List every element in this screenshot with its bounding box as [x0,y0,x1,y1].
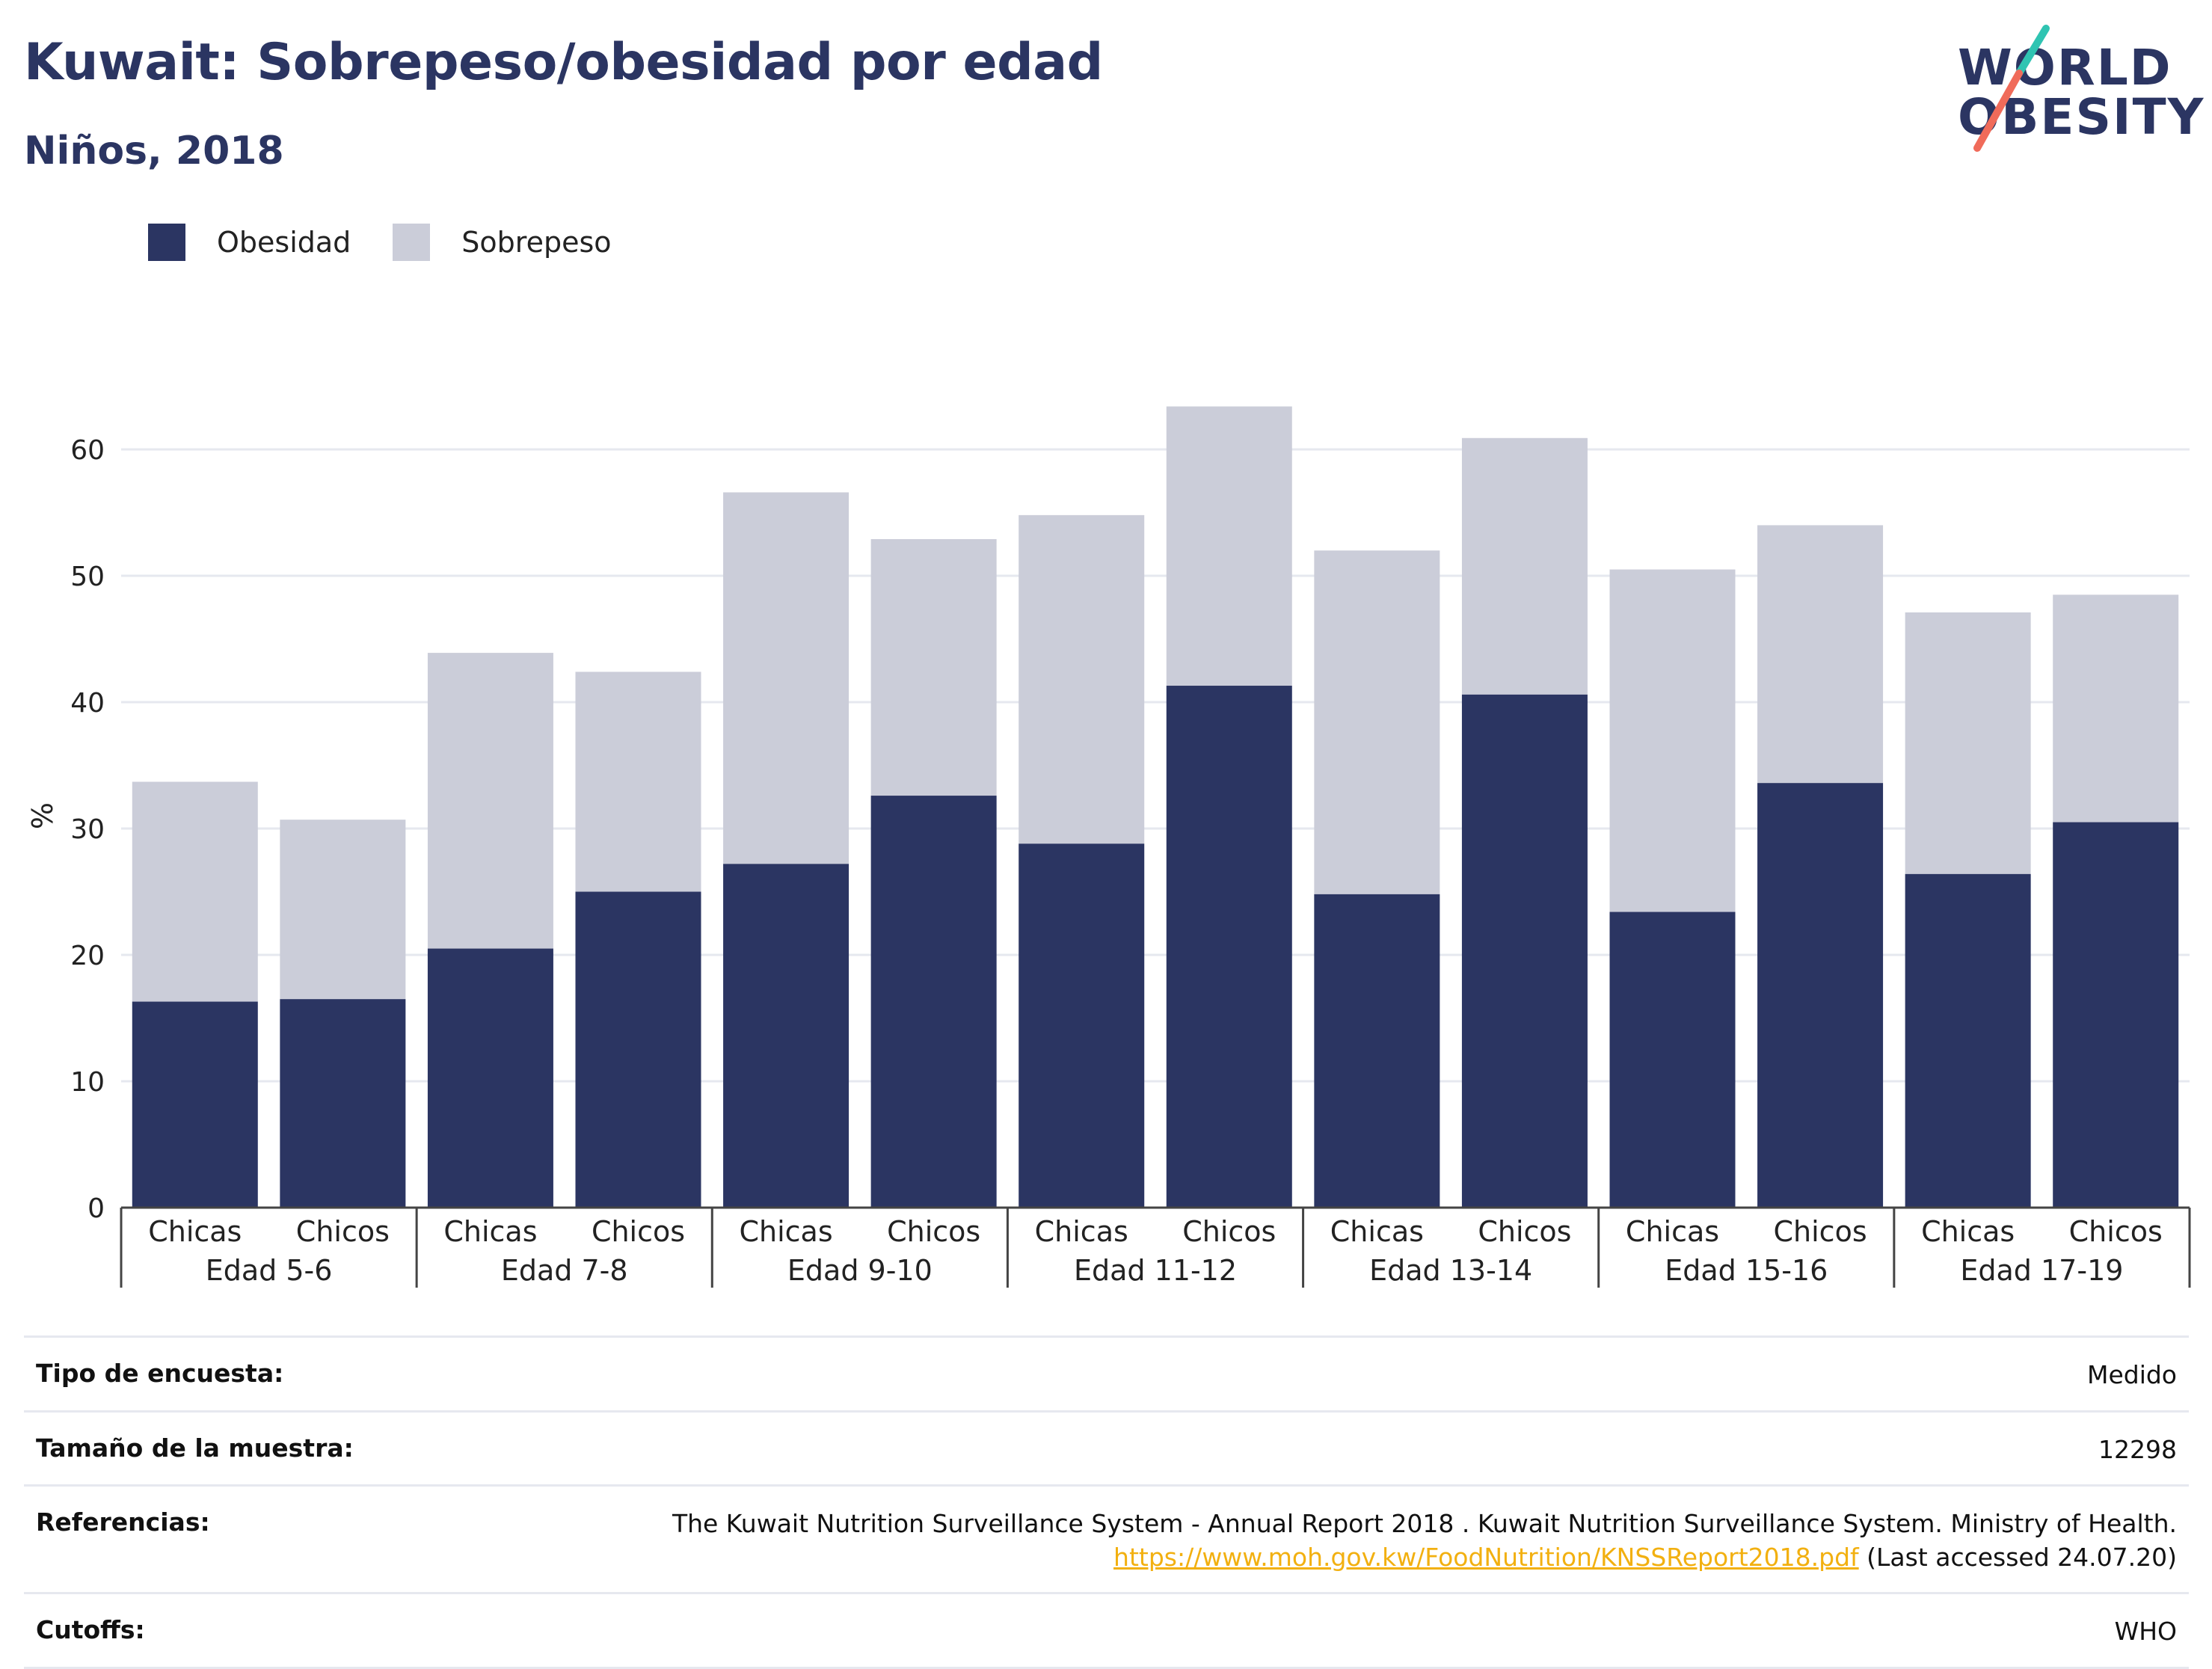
bar-sobrepeso [1757,525,1884,784]
info-label-cutoffs: Cutoffs: [36,1615,145,1645]
x-tick-label: Chicas [1035,1215,1128,1248]
info-table: Tipo de encuesta: Medido Tamaño de la mu… [24,1335,2189,1669]
bar-sobrepeso [427,653,553,949]
info-label-sample-size: Tamaño de la muestra: [36,1433,354,1463]
bar-sobrepeso [870,538,997,796]
x-group-label: Edad 13-14 [1369,1254,1532,1287]
info-row-cutoffs: Cutoffs: WHO [24,1592,2189,1669]
x-tick-label: Chicas [443,1215,537,1248]
bar-obesidad [2053,822,2179,1208]
bar-obesidad [1166,686,1292,1208]
x-tick-label: Chicos [887,1215,980,1248]
bar-sobrepeso [1019,514,1145,844]
bar-obesidad [723,864,850,1208]
x-tick-label: Chicos [592,1215,685,1248]
x-tick-label: Chicas [739,1215,832,1248]
legend-swatch-obesidad [148,224,185,261]
bar-sobrepeso [1609,569,1736,912]
logo-slash-icon [1973,25,2050,152]
bar-obesidad [575,891,701,1208]
legend-label-sobrepeso: Sobrepeso [461,226,612,259]
bar-sobrepeso [2053,594,2179,823]
x-group-label: Edad 9-10 [787,1254,933,1287]
x-tick-label: Chicas [1330,1215,1424,1248]
y-tick-label: 50 [70,562,105,592]
legend-swatch-sobrepeso [393,224,431,261]
info-row-sample-size: Tamaño de la muestra: 12298 [24,1410,2189,1485]
x-tick-label: Chicos [1478,1215,1571,1248]
bar-sobrepeso [575,671,701,892]
chart-legend: Obesidad Sobrepeso [148,221,654,263]
bar-sobrepeso [723,492,850,864]
legend-label-obesidad: Obesidad [217,226,351,259]
reference-link[interactable]: https://www.moh.gov.kw/FoodNutrition/KNS… [1113,1542,1859,1572]
chart-subtitle: Niños, 2018 [24,129,284,173]
info-value-sample-size: 12298 [2098,1434,2177,1464]
y-tick-label: 10 [70,1067,105,1098]
bar-obesidad [1461,694,1588,1208]
y-tick-label: 40 [70,688,105,719]
bar-sobrepeso [1166,406,1292,686]
legend-item-obesidad: Obesidad [148,224,351,261]
x-tick-label: Chicas [148,1215,242,1248]
bar-obesidad [1019,843,1145,1208]
x-tick-label: Chicas [1626,1215,1719,1248]
legend-item-sobrepeso: Sobrepeso [393,224,612,261]
bar-obesidad [132,1001,258,1208]
y-tick-label: 30 [70,814,105,845]
info-row-survey-type: Tipo de encuesta: Medido [24,1335,2189,1410]
info-row-references: Referencias: The Kuwait Nutrition Survei… [24,1484,2189,1592]
y-axis-label: % [26,802,59,829]
bar-obesidad [1905,873,2031,1208]
x-tick-label: Chicos [2069,1215,2163,1248]
info-label-references: Referencias: [36,1507,210,1537]
logo-line-world: WORLD [1958,39,2172,96]
bar-obesidad [1314,894,1440,1208]
x-tick-label: Chicos [1182,1215,1276,1248]
info-value-cutoffs: WHO [2114,1617,2177,1647]
x-group-label: Edad 11-12 [1074,1254,1237,1287]
chart-title: Kuwait: Sobrepeso/obesidad por edad [24,33,1103,92]
x-group-label: Edad 15-16 [1665,1254,1828,1287]
x-group-label: Edad 5-6 [206,1254,333,1287]
stacked-bar-chart: 0 10 20 30 40 50 60% Chicas Chicos Chicas Chicos Ch… [26,406,2191,1288]
bar-obesidad [280,999,406,1208]
bar-sobrepeso [1461,437,1588,695]
bar-obesidad [870,796,997,1208]
bar-sobrepeso [1905,612,2031,874]
reference-text: The Kuwait Nutrition Surveillance System… [672,1509,2177,1539]
reference-accessed: (Last accessed 24.07.20) [1858,1542,2177,1572]
x-group-label: Edad 17-19 [1960,1254,2123,1287]
x-group-label: Edad 7-8 [501,1254,628,1287]
bar-obesidad [427,948,553,1208]
x-tick-label: Chicos [296,1215,390,1248]
bar-sobrepeso [132,781,258,1002]
y-tick-label: 60 [70,435,105,466]
x-tick-label: Chicos [1774,1215,1867,1248]
y-tick-label: 20 [70,941,105,971]
info-label-survey-type: Tipo de encuesta: [36,1359,284,1388]
reference-link-line: https://www.moh.gov.kw/FoodNutrition/KNS… [672,1541,2177,1575]
info-value-survey-type: Medido [2086,1360,2177,1389]
bar-sobrepeso [280,820,406,1000]
bar-obesidad [1609,912,1736,1208]
x-tick-label: Chicas [1921,1215,2015,1248]
bar-obesidad [1757,783,1884,1208]
world-obesity-logo: WORLD OBESITY [1944,21,2203,156]
bar-sobrepeso [1314,550,1440,894]
y-tick-label: 0 [87,1193,105,1224]
info-value-references: The Kuwait Nutrition Surveillance System… [672,1507,2177,1574]
